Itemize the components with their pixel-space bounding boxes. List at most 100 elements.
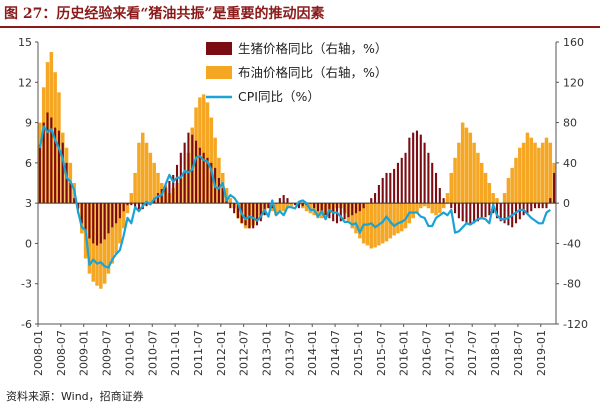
pig-bar (377, 185, 380, 204)
pig-bar (244, 203, 247, 226)
oil-bar (281, 203, 286, 212)
line-layer (38, 125, 551, 269)
pig-bar (252, 203, 255, 229)
x-tick-label: 2014-01 (306, 330, 319, 376)
oil-bar (460, 122, 465, 204)
oil-bar (476, 152, 480, 204)
pig-bar (217, 177, 220, 204)
pig-bar (99, 203, 102, 244)
pig-bar (339, 203, 342, 222)
pig-bar (236, 203, 240, 219)
pig-bar (537, 203, 540, 209)
oil-bar (491, 193, 495, 204)
source-note: 资料来源：Wind，招商证券 (6, 390, 144, 403)
pig-bar (175, 164, 179, 204)
pig-bar (320, 203, 323, 214)
pig-bar (545, 203, 548, 209)
pig-bar (324, 203, 327, 216)
pig-bar (187, 132, 190, 204)
pig-bar (534, 203, 537, 209)
pig-bar (73, 198, 76, 204)
pig-bar (46, 112, 49, 204)
pig-bar (473, 203, 476, 224)
pig-bar (202, 152, 205, 204)
oil-bar (384, 203, 389, 242)
oil-bar (144, 142, 149, 204)
x-tick-label: 2017-01 (443, 330, 456, 376)
pig-bar (396, 162, 399, 204)
oil-bar (521, 142, 526, 204)
pig-bar (210, 162, 213, 204)
oil-bar (156, 172, 160, 204)
oil-bar (392, 203, 396, 236)
oil-bar (129, 193, 134, 204)
oil-bar (426, 203, 431, 209)
pig-bar (541, 203, 544, 209)
oil-bar (137, 142, 141, 204)
oil-bar (358, 203, 362, 239)
left-tick-label: 6 (25, 157, 32, 170)
right-tick-label: -80 (563, 278, 581, 291)
oil-bar (441, 203, 446, 209)
oil-bar (540, 142, 545, 204)
pig-bar (61, 142, 64, 204)
oil-bar (434, 203, 438, 216)
x-tick-label: 2011-01 (169, 330, 182, 376)
pig-bar (168, 180, 171, 204)
pig-bar (92, 203, 95, 244)
oil-bar (201, 94, 206, 204)
pig-bar (457, 203, 460, 219)
pig-bar (103, 203, 106, 240)
pig-bar (400, 157, 403, 204)
oil-bar (487, 183, 492, 204)
pig-bar (69, 183, 72, 204)
pig-bar (408, 137, 411, 204)
oil-bar (354, 203, 358, 234)
oil-bar (518, 147, 522, 204)
pig-bar (54, 127, 57, 204)
pig-bar (95, 203, 99, 246)
oil-bar (472, 142, 476, 204)
oil-bar (533, 142, 537, 204)
pig-bar (107, 203, 110, 234)
pig-bar (297, 203, 300, 209)
x-tick-label: 2012-07 (238, 330, 251, 376)
pig-bar (499, 203, 502, 222)
oil-bar (457, 142, 461, 204)
oil-bar (514, 157, 518, 204)
oil-bar (110, 203, 115, 264)
oil-bar (304, 203, 309, 212)
pig-bar (434, 172, 438, 204)
oil-bar (106, 203, 111, 274)
pig-bar (156, 193, 160, 204)
right-tick-label: 160 (563, 36, 584, 49)
pig-bar (229, 203, 232, 209)
pig-bar (164, 185, 167, 204)
pig-bar (431, 162, 434, 204)
oil-bar (121, 203, 126, 229)
left-tick-label: -6 (21, 318, 32, 331)
pig-bar (233, 203, 236, 214)
x-tick-label: 2017-07 (466, 330, 479, 376)
pig-bar (404, 152, 407, 204)
pig-bar (195, 140, 198, 204)
figure-title: 图 27：历史经验来看“猪油共振”是重要的推动因素 (4, 6, 325, 22)
x-tick-label: 2015-01 (352, 330, 365, 376)
pig-bar (362, 203, 365, 209)
pig-bar (118, 203, 121, 219)
pig-bar (80, 203, 83, 224)
pig-bar (50, 117, 53, 204)
oil-bar (209, 117, 214, 204)
legend-label: 布油价格同比（右轴，%） (238, 65, 387, 80)
pig-bar (450, 203, 453, 209)
pig-bar (393, 168, 396, 204)
pig-bar (354, 203, 358, 214)
legend: 生猪价格同比（右轴，%） 布油价格同比（右轴，%） CPI同比（%） (206, 41, 387, 104)
axis-layer: -6 -3 0 3 6 9 12 15 -120 -80 -40 0 40 80 120 160 2008-01… (18, 36, 588, 376)
oil-bar (285, 203, 290, 209)
pig-bar (385, 172, 388, 204)
oil-bar (506, 177, 511, 204)
pig-bar (343, 203, 346, 220)
oil-bar (529, 137, 533, 204)
oil-bar (118, 203, 122, 244)
